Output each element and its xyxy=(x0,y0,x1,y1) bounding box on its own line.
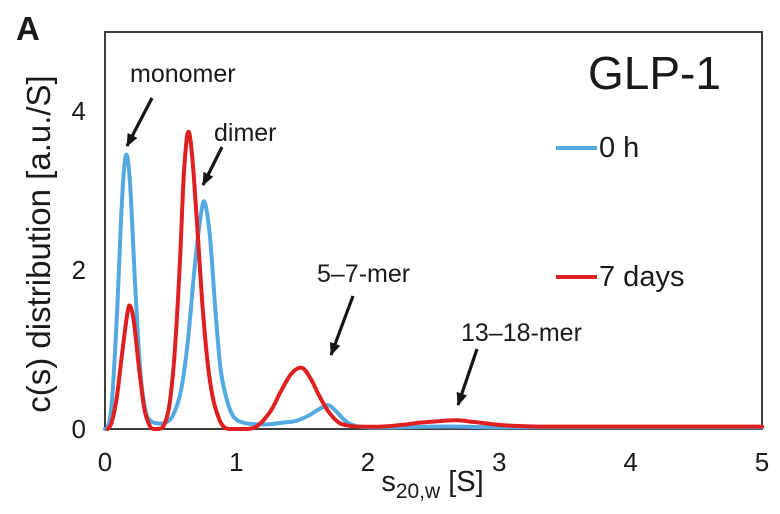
curves-group xyxy=(103,129,764,432)
x-axis-title: s20,w [S] xyxy=(340,466,525,504)
annotation-label: dimer xyxy=(214,119,277,147)
x-tick-label: 4 xyxy=(623,447,638,477)
x-tick-label: 3 xyxy=(491,447,507,477)
annotation-label: monomer xyxy=(130,60,236,88)
panel-label: A xyxy=(16,10,40,47)
plot-frame xyxy=(104,31,763,430)
annotation-arrow xyxy=(329,295,355,356)
annotation-label: 5–7-mer xyxy=(317,260,411,288)
x-axis-title-suffix: [S] xyxy=(440,466,484,498)
annotation-arrows-group xyxy=(125,97,479,406)
curve-0-h xyxy=(103,152,764,431)
annotation-arrow xyxy=(125,97,154,147)
y-tick-label: 0 xyxy=(71,414,86,444)
x-tick-label: 1 xyxy=(229,447,244,477)
annotation-label: 13–18-mer xyxy=(461,319,582,347)
x-tick-label: 2 xyxy=(360,447,376,477)
y-tick-label: 2 xyxy=(71,255,86,286)
y-tick-label: 4 xyxy=(71,96,86,127)
x-tick-label: 5 xyxy=(754,447,770,477)
x-tick-label: 0 xyxy=(97,447,113,477)
x-axis-title-subscript: 20,w xyxy=(395,479,441,503)
annotation-arrow xyxy=(456,348,479,406)
annotation-arrow xyxy=(201,146,224,186)
x-axis-title-base: s xyxy=(381,466,396,498)
curve-7-days xyxy=(105,129,764,432)
